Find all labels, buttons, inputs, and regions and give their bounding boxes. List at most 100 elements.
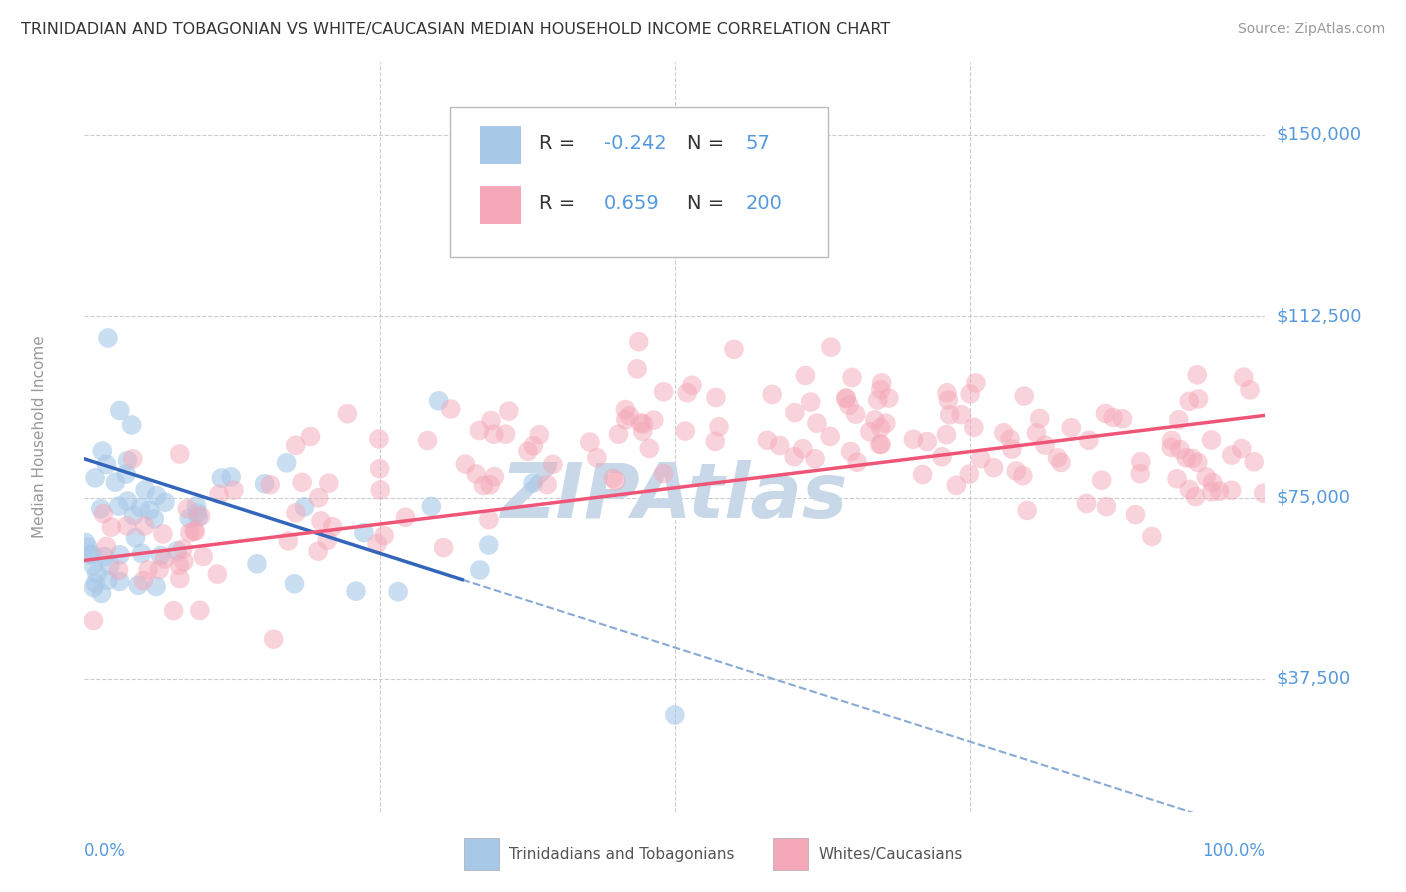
Point	[143, 512, 166, 526]
Point	[1195, 470, 1218, 484]
Point	[259, 477, 281, 491]
Point	[131, 546, 153, 560]
Point	[96, 458, 118, 472]
Text: 100.0%: 100.0%	[1202, 842, 1265, 860]
Point	[484, 469, 506, 483]
Point	[931, 450, 953, 464]
Point	[846, 455, 869, 469]
Point	[1239, 383, 1261, 397]
Point	[1208, 484, 1230, 499]
Text: TRINIDADIAN AND TOBAGONIAN VS WHITE/CAUCASIAN MEDIAN HOUSEHOLD INCOME CORRELATIO: TRINIDADIAN AND TOBAGONIAN VS WHITE/CAUC…	[21, 22, 890, 37]
Point	[145, 580, 167, 594]
Point	[835, 392, 858, 406]
Point	[839, 444, 862, 458]
Point	[498, 404, 520, 418]
Point	[465, 467, 488, 481]
Point	[869, 383, 891, 397]
Point	[169, 572, 191, 586]
Point	[169, 558, 191, 573]
Point	[121, 451, 143, 466]
Point	[308, 491, 330, 505]
Point	[307, 544, 329, 558]
Point	[1167, 413, 1189, 427]
Point	[1187, 455, 1209, 469]
Point	[935, 427, 957, 442]
Text: Median Household Income: Median Household Income	[32, 335, 46, 539]
Point	[416, 434, 439, 448]
Point	[998, 432, 1021, 446]
Point	[1160, 440, 1182, 454]
Point	[219, 470, 242, 484]
Point	[283, 576, 305, 591]
Point	[522, 475, 544, 490]
Point	[870, 376, 893, 390]
FancyBboxPatch shape	[479, 126, 522, 163]
Point	[936, 392, 959, 407]
Point	[1005, 464, 1028, 478]
Point	[115, 519, 138, 533]
Point	[1201, 484, 1223, 499]
Point	[1166, 472, 1188, 486]
Point	[368, 462, 391, 476]
Point	[903, 432, 925, 446]
Point	[207, 567, 229, 582]
Point	[138, 503, 160, 517]
Point	[149, 549, 172, 563]
Point	[945, 478, 967, 492]
Point	[86, 566, 108, 581]
Point	[108, 548, 131, 562]
Point	[209, 471, 232, 485]
Text: $75,000: $75,000	[1277, 489, 1351, 507]
Point	[495, 427, 517, 442]
Point	[804, 451, 827, 466]
Point	[529, 427, 551, 442]
Text: Whites/Caucasians: Whites/Caucasians	[818, 847, 963, 862]
Point	[1102, 410, 1125, 425]
Point	[1091, 473, 1114, 487]
Point	[863, 413, 886, 427]
Point	[353, 525, 375, 540]
Point	[1011, 468, 1033, 483]
Text: 0.0%: 0.0%	[84, 842, 127, 860]
Point	[432, 541, 454, 555]
Point	[420, 500, 443, 514]
Text: R =: R =	[538, 134, 582, 153]
Point	[673, 424, 696, 438]
Point	[344, 584, 367, 599]
Point	[869, 437, 891, 451]
Point	[1060, 420, 1083, 434]
Point	[652, 467, 675, 481]
Point	[1178, 483, 1201, 497]
Point	[633, 417, 655, 431]
Point	[869, 420, 891, 434]
Point	[761, 387, 783, 401]
Point	[963, 420, 986, 434]
Point	[1012, 389, 1035, 403]
Point	[681, 378, 703, 392]
Text: Trinidadians and Tobagonians: Trinidadians and Tobagonians	[509, 847, 734, 862]
Point	[478, 513, 501, 527]
Text: R =: R =	[538, 194, 582, 213]
Point	[818, 429, 841, 443]
Point	[1129, 467, 1152, 481]
Point	[172, 542, 194, 557]
Text: N =: N =	[686, 134, 730, 153]
Point	[291, 475, 314, 490]
Point	[482, 427, 505, 442]
Point	[627, 334, 650, 349]
Point	[1230, 442, 1253, 456]
Point	[602, 471, 624, 485]
Point	[145, 489, 167, 503]
Point	[76, 540, 98, 554]
Point	[90, 586, 112, 600]
Point	[631, 425, 654, 439]
Point	[794, 368, 817, 383]
Point	[1202, 475, 1225, 490]
Point	[188, 603, 211, 617]
Point	[1025, 425, 1047, 440]
Text: Source: ZipAtlas.com: Source: ZipAtlas.com	[1237, 22, 1385, 37]
Point	[222, 483, 245, 497]
Point	[79, 547, 101, 561]
Point	[1140, 529, 1163, 543]
Text: 200: 200	[745, 194, 783, 213]
